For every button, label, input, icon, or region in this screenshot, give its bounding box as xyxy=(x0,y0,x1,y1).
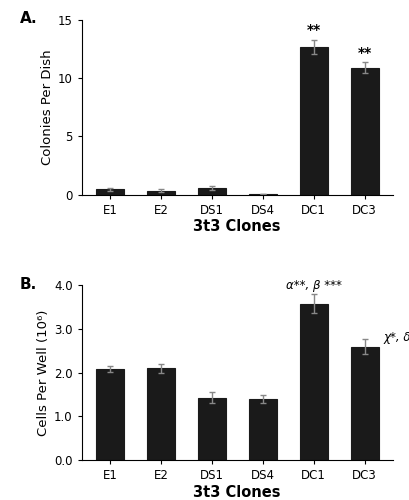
Text: χ*, δ**: χ*, δ** xyxy=(384,331,409,344)
Y-axis label: Colonies Per Dish: Colonies Per Dish xyxy=(41,50,54,165)
Bar xyxy=(147,190,175,194)
Bar xyxy=(351,346,378,460)
Bar xyxy=(96,369,124,460)
Bar xyxy=(147,368,175,460)
Text: α**, β ***: α**, β *** xyxy=(285,278,342,291)
Y-axis label: Cells Per Well (10⁶): Cells Per Well (10⁶) xyxy=(37,310,50,436)
X-axis label: 3t3 Clones: 3t3 Clones xyxy=(193,220,281,234)
Text: B.: B. xyxy=(20,276,37,291)
Text: **: ** xyxy=(357,46,372,60)
Bar xyxy=(351,68,378,194)
Text: **: ** xyxy=(306,23,321,37)
Bar xyxy=(249,399,276,460)
Bar xyxy=(299,47,328,195)
Bar xyxy=(299,304,328,460)
Bar xyxy=(96,190,124,194)
X-axis label: 3t3 Clones: 3t3 Clones xyxy=(193,485,281,500)
Bar xyxy=(198,398,226,460)
Bar xyxy=(198,188,226,194)
Text: A.: A. xyxy=(20,12,37,26)
